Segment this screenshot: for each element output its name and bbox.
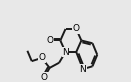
Text: N: N [80,65,86,74]
Text: O: O [73,25,80,33]
Text: N: N [62,47,69,56]
Text: O: O [38,53,45,62]
Text: O: O [41,72,48,82]
Text: O: O [47,36,54,45]
